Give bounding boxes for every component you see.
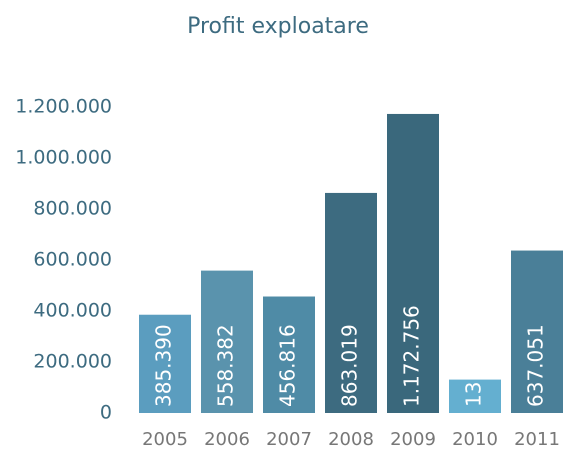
value-label: 863.019 [338, 324, 362, 407]
bar [201, 270, 253, 413]
value-label: 637.051 [524, 324, 548, 407]
value-label: 558.382 [214, 324, 238, 407]
x-tick-label: 2009 [390, 429, 436, 450]
value-label: 131.018 [462, 324, 486, 407]
x-tick-label: 2010 [452, 429, 498, 450]
x-tick-label: 2006 [204, 429, 250, 450]
x-tick-label: 2011 [514, 429, 560, 450]
value-label: 1.172.756 [400, 305, 424, 407]
bar [263, 296, 315, 413]
y-tick-label: 1.200.000 [15, 96, 112, 118]
x-tick-label: 2008 [328, 429, 374, 450]
value-label: 385.390 [152, 324, 176, 407]
bar [139, 314, 191, 413]
bar [325, 192, 377, 413]
bar [387, 113, 439, 414]
x-tick-label: 2005 [142, 429, 188, 450]
bar [511, 250, 563, 413]
y-tick-label: 0 [100, 402, 112, 424]
y-tick-label: 600.000 [33, 249, 112, 271]
value-label: 456.816 [276, 324, 300, 407]
y-tick-label: 200.000 [33, 351, 112, 373]
y-tick-label: 1.000.000 [15, 147, 112, 169]
chart-title: Profit exploatare [187, 14, 369, 39]
y-tick-label: 400.000 [33, 300, 112, 322]
bar [449, 379, 501, 413]
y-tick-label: 800.000 [33, 198, 112, 220]
x-tick-label: 2007 [266, 429, 312, 450]
